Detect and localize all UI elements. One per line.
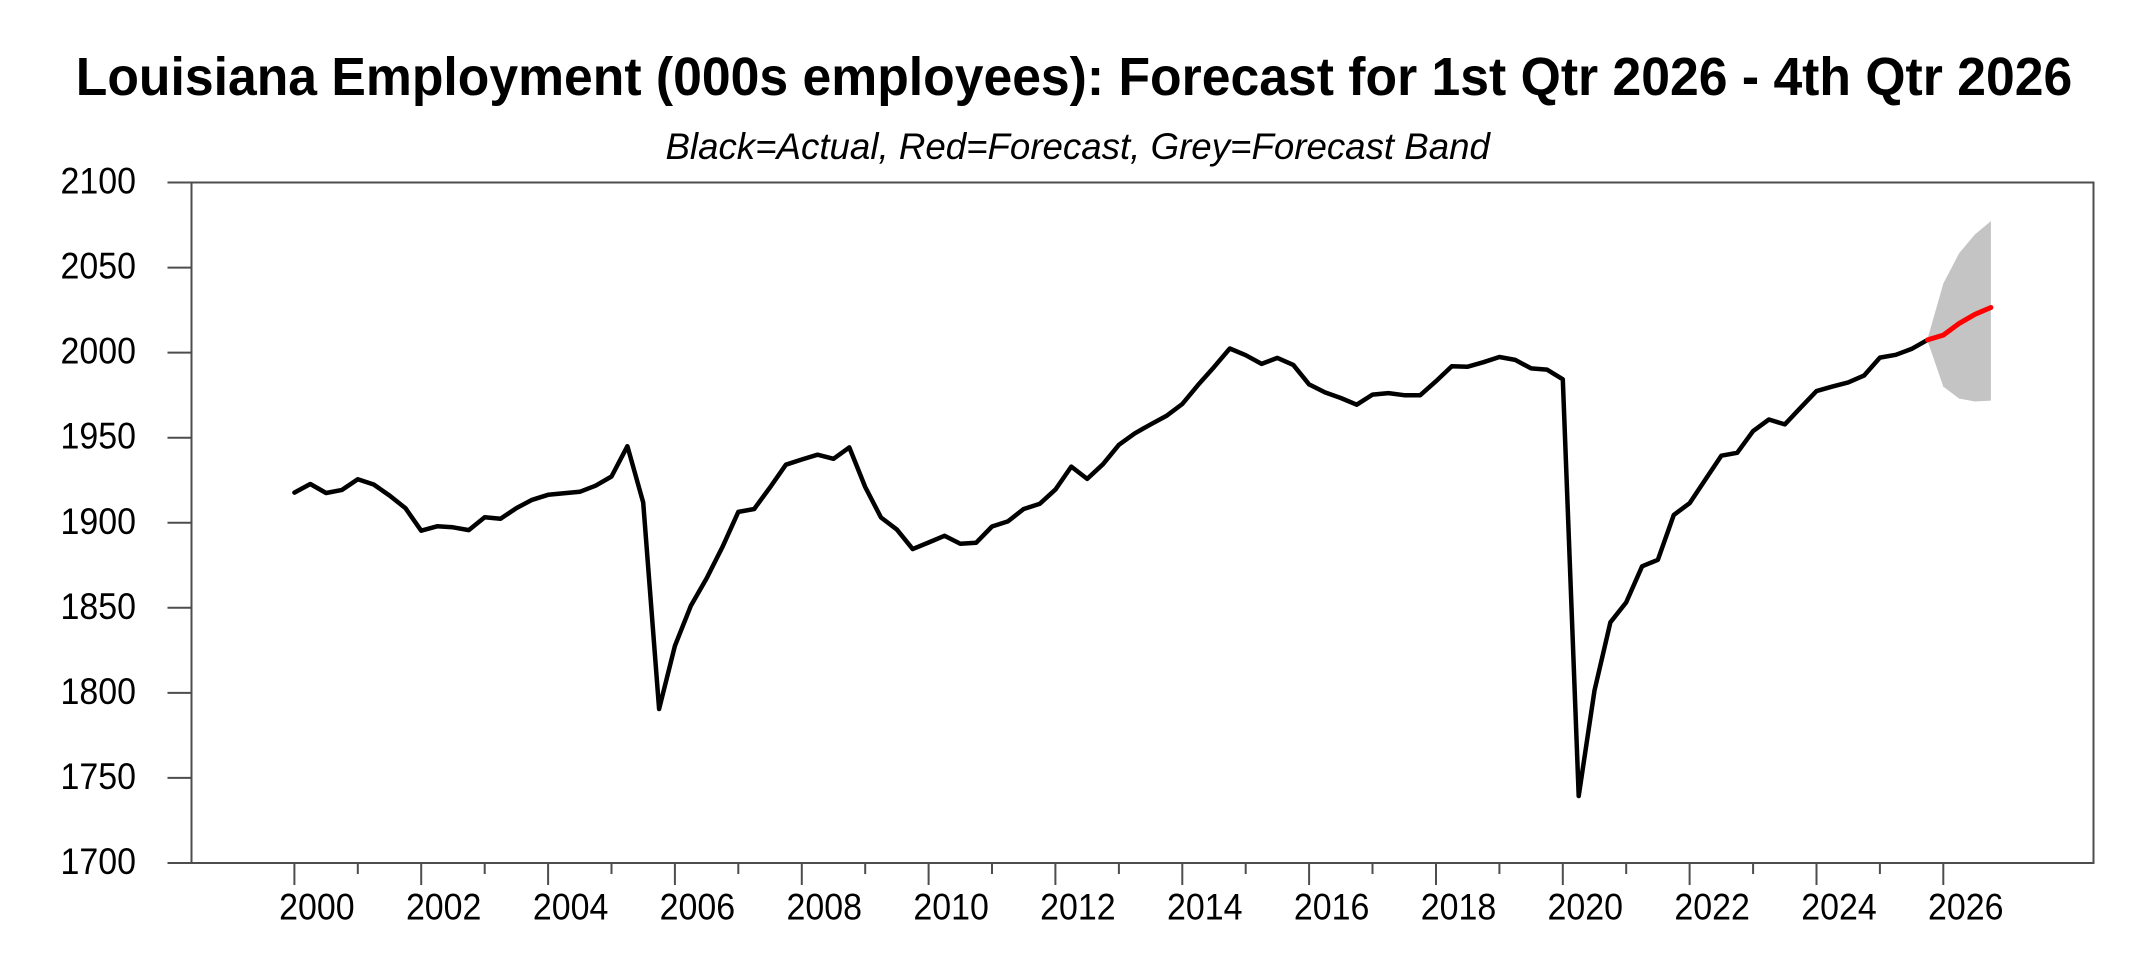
svg-text:1750: 1750 [61,755,137,797]
svg-text:2008: 2008 [787,886,863,928]
svg-text:1950: 1950 [61,415,137,457]
svg-text:2016: 2016 [1294,886,1370,928]
svg-text:2024: 2024 [1801,886,1877,928]
svg-text:2000: 2000 [61,330,137,372]
svg-text:2006: 2006 [660,886,736,928]
svg-text:2022: 2022 [1674,886,1750,928]
svg-text:2020: 2020 [1548,886,1624,928]
svg-text:1900: 1900 [61,500,137,542]
svg-text:2026: 2026 [1928,886,2004,928]
svg-text:2018: 2018 [1421,886,1497,928]
svg-text:2100: 2100 [61,160,137,202]
svg-text:1700: 1700 [61,840,137,882]
svg-text:1800: 1800 [61,670,137,712]
svg-text:2010: 2010 [913,886,989,928]
svg-text:2012: 2012 [1040,886,1116,928]
svg-text:2002: 2002 [406,886,482,928]
svg-text:2004: 2004 [533,886,609,928]
svg-text:1850: 1850 [61,585,137,627]
svg-text:2014: 2014 [1167,886,1243,928]
svg-text:2050: 2050 [61,245,137,287]
svg-text:2000: 2000 [279,886,355,928]
